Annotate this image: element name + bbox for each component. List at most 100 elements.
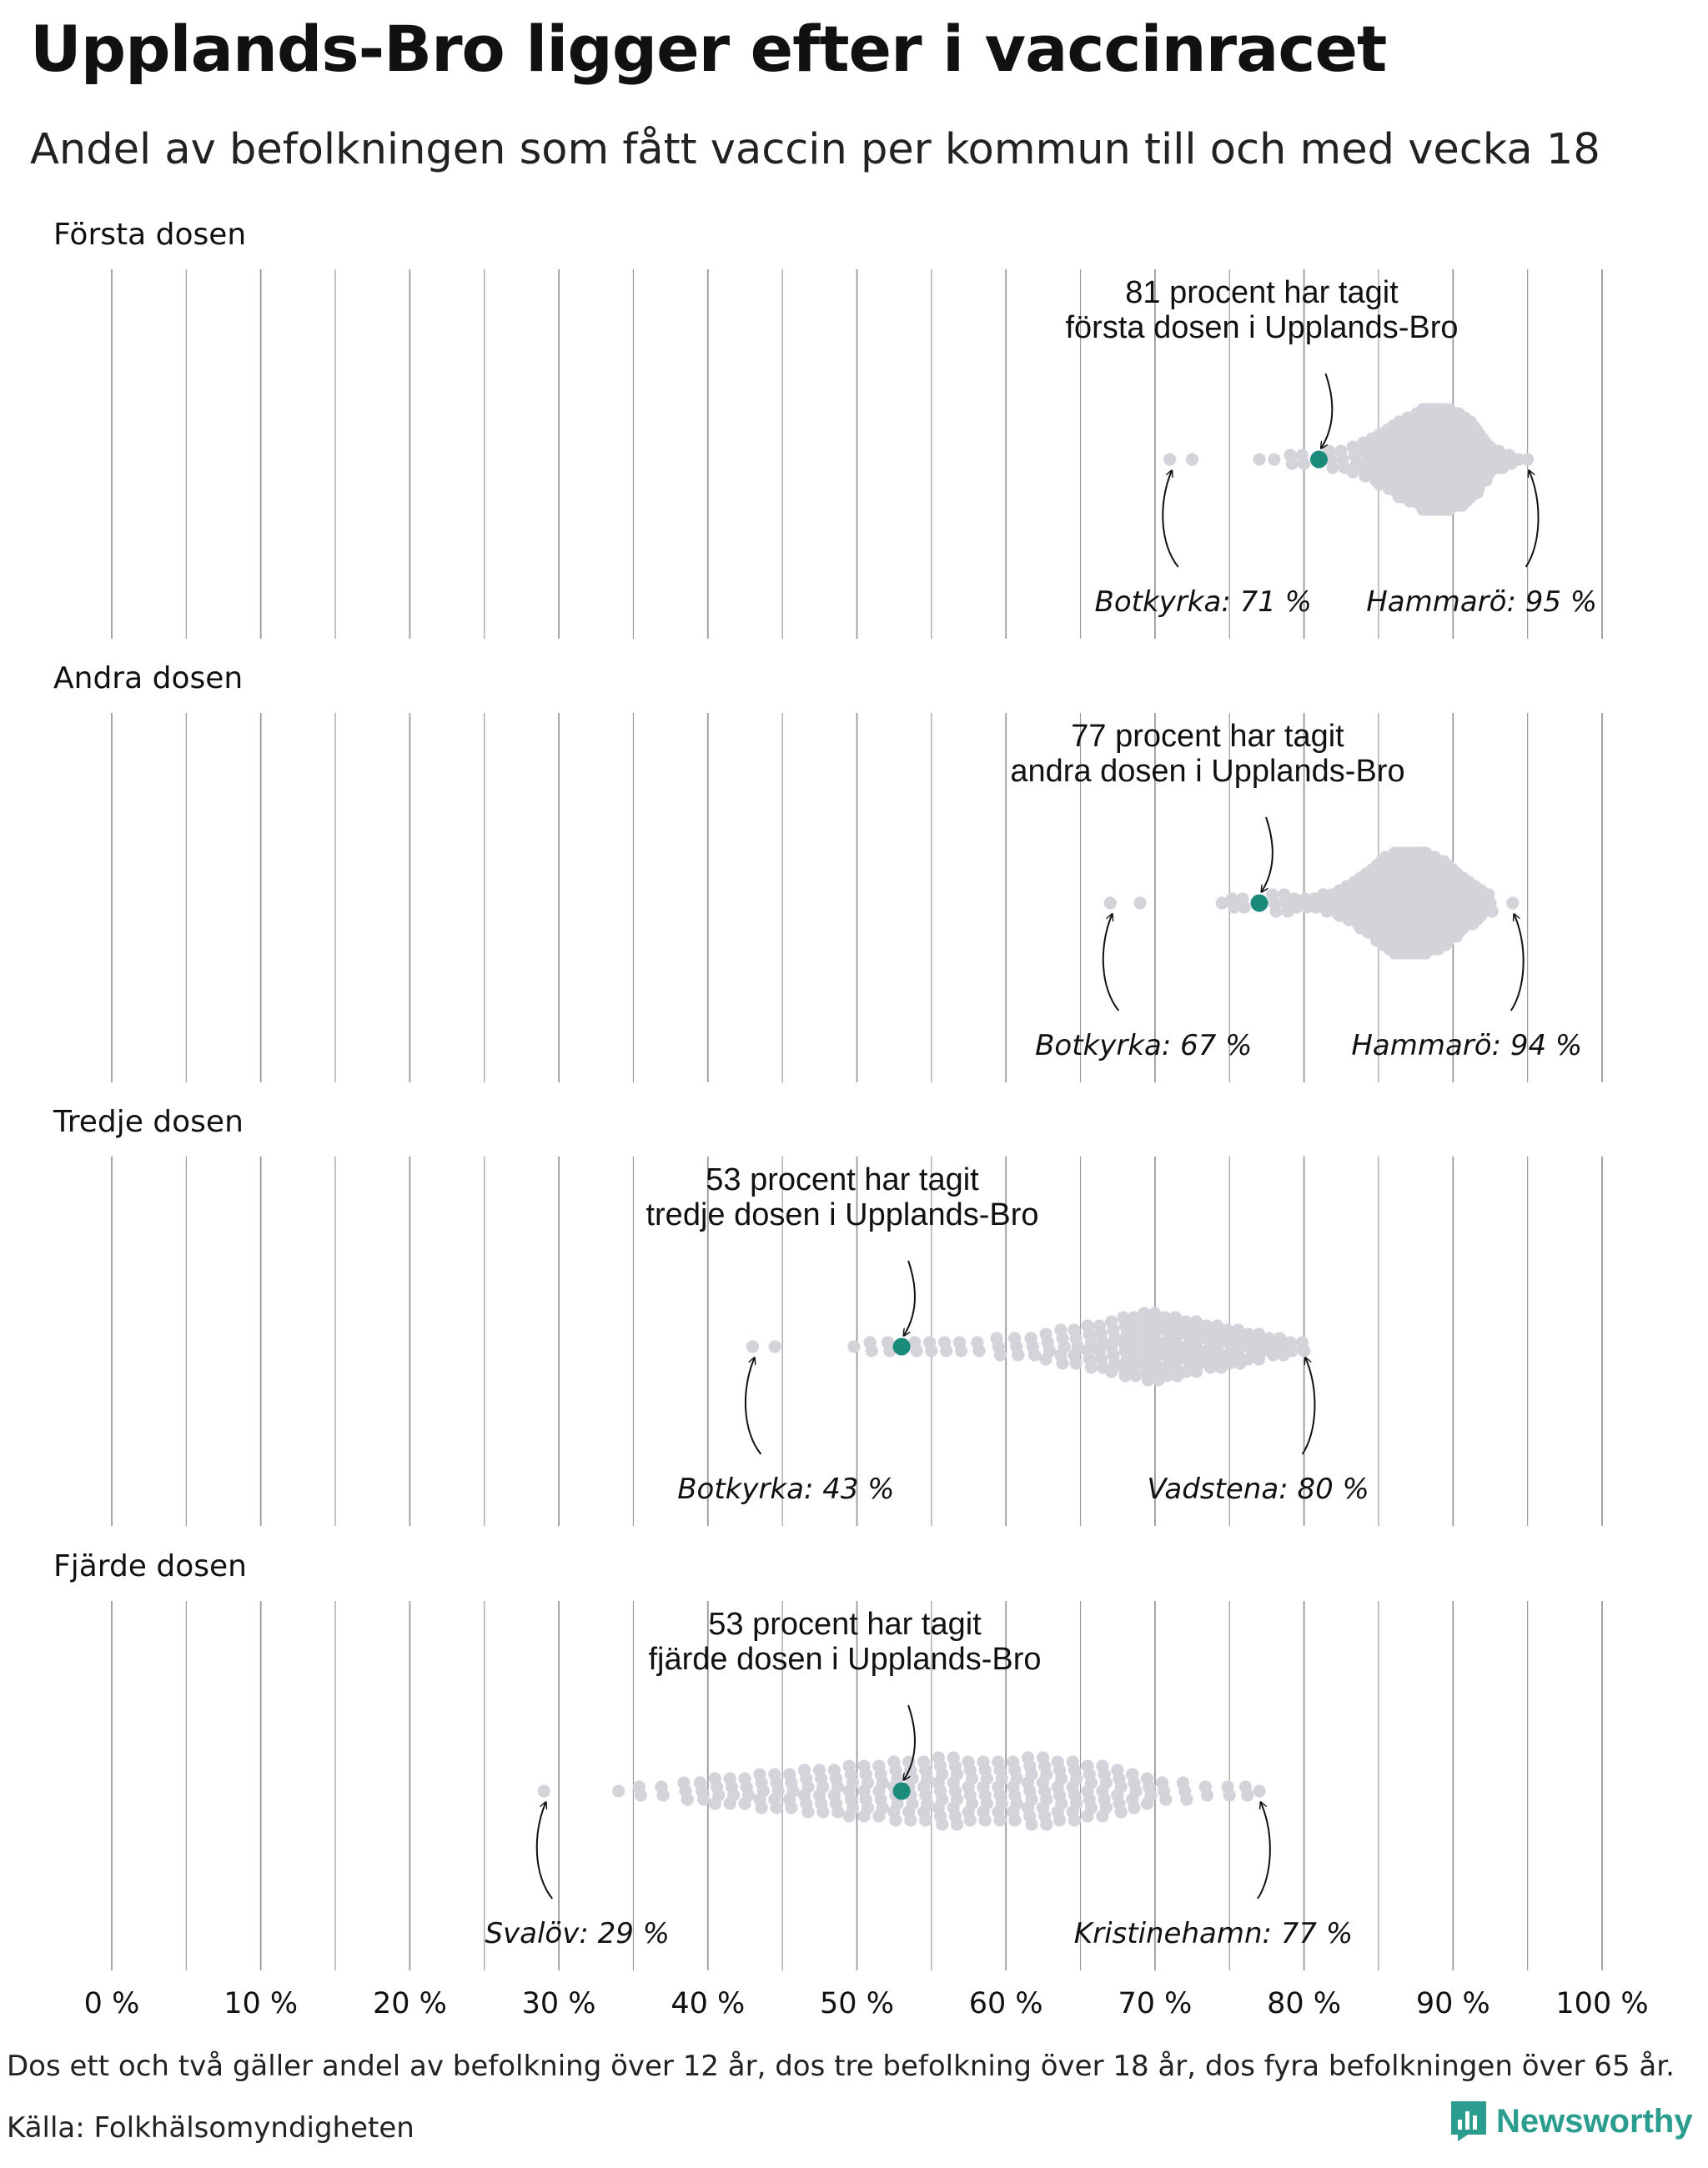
municipality-dot — [1128, 1801, 1141, 1814]
min-arrow — [535, 1803, 554, 1900]
municipality-dot — [1105, 1365, 1118, 1378]
min-label: Botkyrka: 67 % — [1035, 1029, 1252, 1062]
municipality-dot — [940, 1344, 953, 1358]
municipality-dot — [1253, 1784, 1266, 1798]
municipality-dot — [1242, 1352, 1255, 1366]
x-tick-label: 90 % — [1416, 1987, 1490, 2020]
municipality-dot — [1241, 1789, 1254, 1802]
municipality-dot — [1200, 1789, 1214, 1802]
callout-arrow — [1262, 816, 1273, 891]
max-arrow — [1257, 1803, 1271, 1900]
brand-logo: Newsworthy — [1449, 2100, 1693, 2143]
min-arrow — [1162, 471, 1179, 568]
callout-line-1: 53 procent har tagit — [708, 1607, 982, 1642]
municipality-dot — [801, 1805, 815, 1819]
x-tick-label: 0 % — [84, 1987, 140, 2020]
newsworthy-logo-icon — [1451, 2101, 1486, 2141]
municipality-dot — [1215, 896, 1228, 910]
upplands-bro-dot — [1309, 450, 1328, 469]
municipality-dot — [1025, 1818, 1038, 1831]
source-note: Källa: Folkhälsomyndigheten — [7, 2111, 414, 2145]
chart-title: Upplands-Bro ligger efter i vaccinracet — [30, 12, 1387, 86]
panel-title-2: Andra dosen — [53, 661, 243, 695]
municipality-dot — [1253, 453, 1266, 466]
municipality-dot — [925, 1344, 938, 1358]
brand-name: Newsworthy — [1496, 2102, 1693, 2140]
municipality-dot — [1163, 453, 1177, 466]
min-arrow — [744, 1358, 762, 1455]
callout-arrow — [904, 1704, 916, 1779]
panel-title-1: Första dosen — [53, 218, 246, 252]
x-tick-label: 80 % — [1267, 1987, 1341, 2020]
municipality-dot — [1485, 905, 1499, 918]
callout-line-2: andra dosen i Upplands-Bro — [1010, 754, 1404, 789]
municipality-dot — [872, 1809, 886, 1823]
panel-title-4: Fjärde dosen — [53, 1549, 247, 1583]
x-tick-label: 50 % — [820, 1987, 894, 2020]
municipality-dot — [1456, 921, 1469, 935]
municipality-dot — [1346, 465, 1359, 479]
municipality-dot — [1103, 896, 1117, 910]
municipality-dot — [1180, 1793, 1193, 1806]
municipality-dot — [1474, 909, 1488, 922]
municipality-dot — [1159, 1793, 1173, 1806]
municipality-dot — [1141, 1373, 1154, 1387]
municipality-dot — [1160, 1369, 1173, 1383]
municipality-dot — [993, 1348, 1007, 1362]
x-tick-label: 30 % — [522, 1987, 596, 2020]
municipality-dot — [738, 1797, 751, 1810]
municipality-dot — [883, 1344, 897, 1358]
municipality-dot — [831, 1805, 845, 1819]
municipality-dot — [910, 1344, 923, 1358]
municipality-dot — [842, 1809, 856, 1823]
municipality-dot — [1084, 1361, 1098, 1374]
callout-line-2: fjärde dosen i Upplands-Bro — [648, 1642, 1041, 1677]
x-tick-label: 60 % — [969, 1987, 1043, 2020]
municipality-dot — [697, 1793, 711, 1806]
max-arrow — [1301, 1358, 1316, 1455]
municipality-dot — [993, 1814, 1007, 1827]
chart-subtitle: Andel av befolkningen som fått vaccin pe… — [30, 125, 1600, 174]
municipality-dot — [889, 1814, 902, 1827]
municipality-dot — [723, 1797, 736, 1810]
municipality-dot — [951, 1818, 964, 1831]
callout-arrow — [1321, 373, 1334, 448]
municipality-dot — [768, 1340, 781, 1353]
municipality-dot — [1096, 1809, 1109, 1823]
municipality-dot — [857, 1809, 871, 1823]
municipality-dot — [1223, 1789, 1236, 1802]
municipality-dot — [1129, 1369, 1143, 1383]
max-arrow — [1510, 915, 1525, 1011]
municipality-dot — [708, 1797, 721, 1810]
min-arrow — [1102, 915, 1120, 1011]
max-label: Kristinehamn: 77 % — [1074, 1917, 1353, 1950]
x-tick-label: 70 % — [1118, 1987, 1192, 2020]
municipality-dot — [1268, 453, 1281, 466]
municipality-dot — [681, 1793, 694, 1806]
municipality-dot — [1512, 453, 1525, 466]
max-arrow — [1525, 471, 1540, 568]
municipality-dot — [954, 1344, 968, 1358]
x-tick-label: 10 % — [224, 1987, 298, 2020]
municipality-dot — [904, 1814, 917, 1827]
min-label: Botkyrka: 71 % — [1095, 585, 1312, 619]
municipality-dot — [1290, 901, 1304, 914]
municipality-dot — [1285, 457, 1299, 470]
municipality-dot — [1203, 1361, 1218, 1374]
municipality-dot — [755, 1801, 768, 1814]
municipality-dot — [1298, 457, 1311, 470]
min-label: Svalöv: 29 % — [485, 1917, 670, 1950]
municipality-dot — [1266, 1348, 1280, 1362]
x-tick-label: 100 % — [1555, 1987, 1648, 2020]
municipality-dot — [1285, 1344, 1299, 1358]
municipality-dot — [1179, 1365, 1193, 1378]
municipality-dot — [1012, 1348, 1025, 1362]
municipality-dot — [611, 1784, 625, 1798]
min-label: Botkyrka: 43 % — [677, 1473, 894, 1506]
municipality-dot — [1252, 1352, 1266, 1366]
upplands-bro-dot — [892, 1337, 911, 1356]
municipality-dot — [972, 1344, 986, 1358]
municipality-dot — [537, 1784, 550, 1798]
municipality-dot — [1223, 1357, 1236, 1370]
municipality-dot — [978, 1814, 992, 1827]
